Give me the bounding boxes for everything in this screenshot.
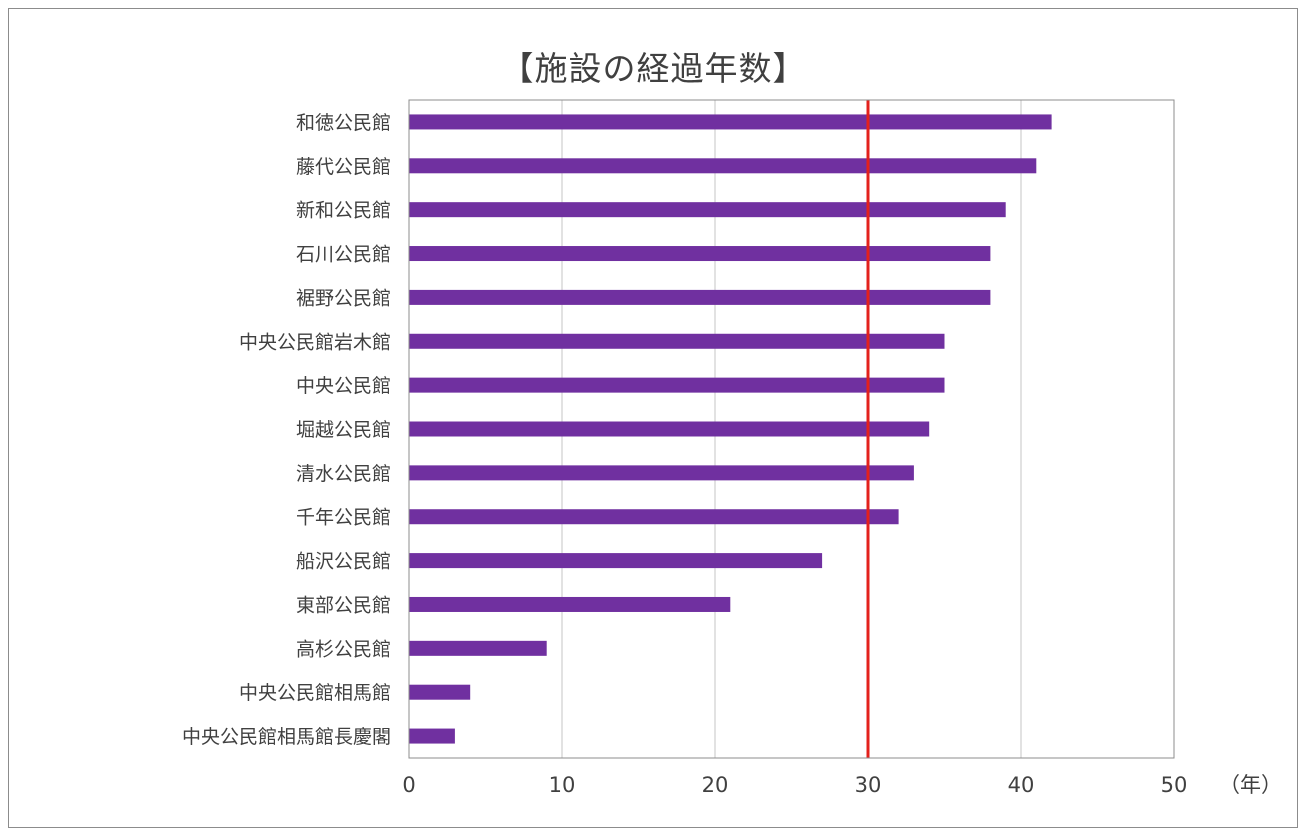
chart-frame xyxy=(8,8,1298,828)
plot-area-border xyxy=(408,99,1175,759)
x-axis-unit-label: （年） xyxy=(1219,773,1282,797)
bar xyxy=(409,421,930,437)
x-tick-label: 0 xyxy=(402,773,415,797)
bar xyxy=(409,640,547,656)
bar xyxy=(409,114,1052,130)
category-label: 船沢公民館 xyxy=(296,551,391,573)
bar xyxy=(409,728,455,744)
category-label: 堀越公民館 xyxy=(296,419,391,441)
bar xyxy=(409,553,823,569)
category-label: 高杉公民館 xyxy=(296,638,391,660)
bar xyxy=(409,596,731,612)
bar xyxy=(409,246,991,262)
x-tick-label: 20 xyxy=(702,773,729,797)
category-label: 裾野公民館 xyxy=(296,287,391,309)
bar xyxy=(409,333,945,349)
category-labels: 和徳公民館藤代公民館新和公民館石川公民館裾野公民館中央公民館岩木館中央公民館堀越… xyxy=(182,112,391,748)
category-label: 新和公民館 xyxy=(296,200,391,222)
bar xyxy=(409,684,471,700)
bar xyxy=(409,509,899,525)
category-label: 石川公民館 xyxy=(296,244,391,266)
category-label: 中央公民館岩木館 xyxy=(239,331,391,353)
category-label: 中央公民館相馬館長慶閣 xyxy=(182,726,391,748)
chart-title: 【施設の経過年数】 xyxy=(500,49,807,88)
bar xyxy=(409,202,1006,218)
x-tick-label: 10 xyxy=(549,773,576,797)
bar xyxy=(409,377,945,393)
category-label: 清水公民館 xyxy=(296,463,391,485)
bar xyxy=(409,465,914,481)
bar xyxy=(409,158,1037,174)
x-tick-label: 30 xyxy=(855,773,882,797)
category-label: 中央公民館 xyxy=(296,375,391,397)
category-label: 藤代公民館 xyxy=(296,156,391,178)
bars xyxy=(409,114,1052,744)
x-tick-labels: 0 10 20 30 40 50 xyxy=(402,773,1187,797)
category-label: 東部公民館 xyxy=(296,594,391,616)
x-tick-label: 40 xyxy=(1008,773,1035,797)
x-tick-label: 50 xyxy=(1161,773,1188,797)
category-label: 和徳公民館 xyxy=(296,112,391,134)
category-label: 中央公民館相馬館 xyxy=(239,682,391,704)
category-label: 千年公民館 xyxy=(296,507,391,529)
bar xyxy=(409,289,991,305)
